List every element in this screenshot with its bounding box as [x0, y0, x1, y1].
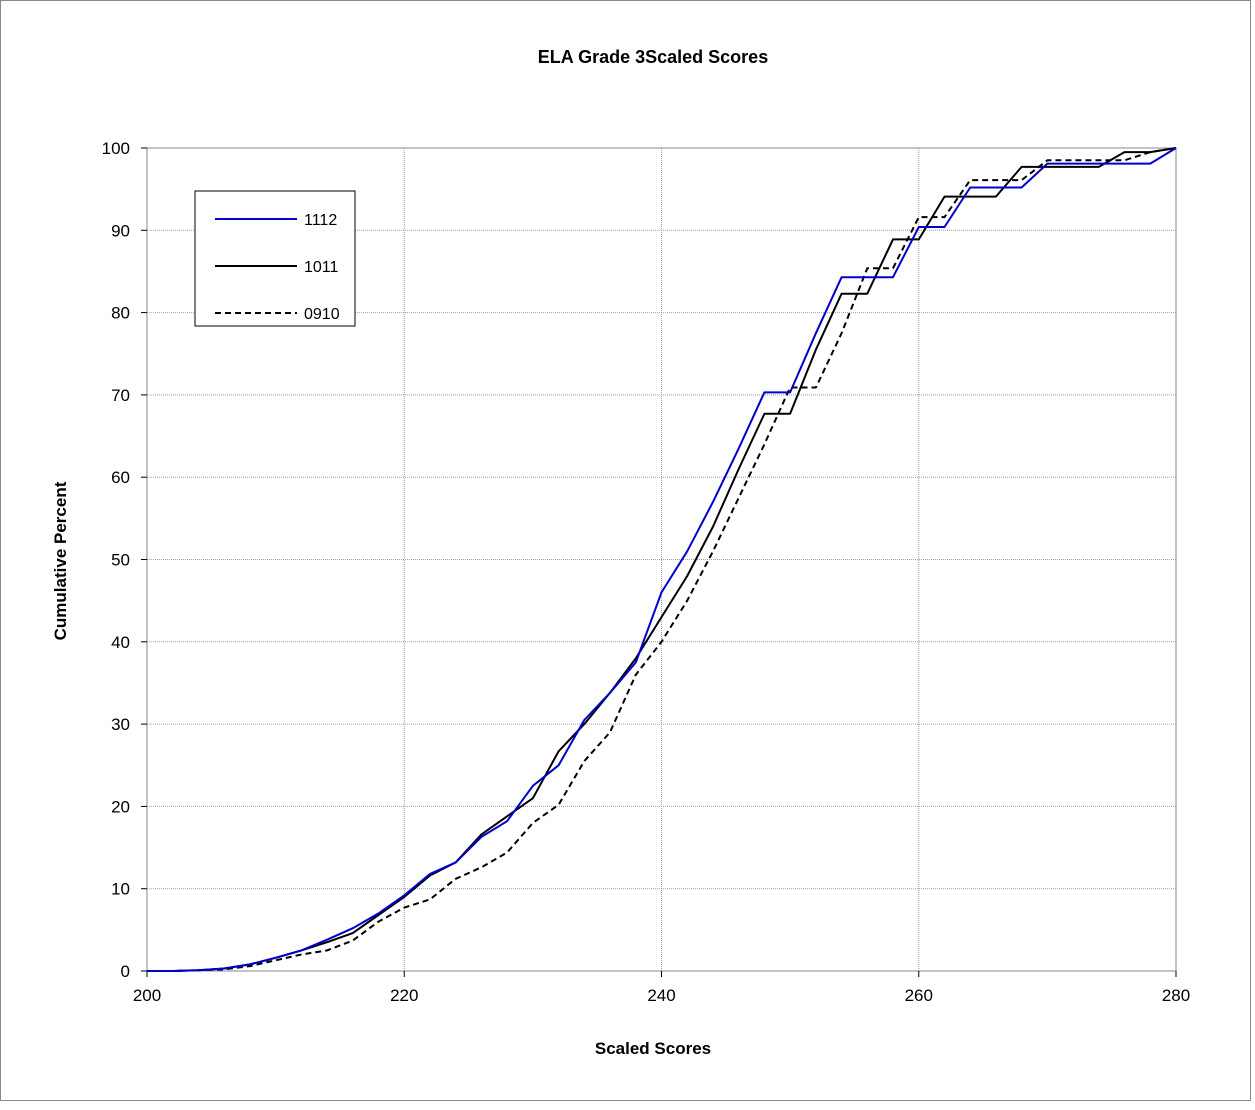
y-tick-label: 20	[111, 797, 130, 816]
legend-label-0910: 0910	[304, 306, 340, 323]
legend-label-1011: 1011	[304, 259, 339, 276]
y-tick-label: 50	[111, 551, 130, 570]
x-axis-ticks: 200 220 240 260 280	[133, 971, 1190, 1005]
y-tick-label: 90	[111, 221, 130, 240]
y-tick-label: 30	[111, 715, 130, 734]
series-line-0910	[147, 147, 1177, 972]
y-tick-label: 80	[111, 304, 130, 323]
y-axis-ticks: 0 10 20 30 40 50 60 70 80 90 100	[102, 139, 147, 981]
y-axis-title: Cumulative Percent	[51, 481, 70, 640]
legend-label-1112: 1112	[304, 212, 337, 229]
y-tick-label: 0	[121, 962, 130, 981]
y-tick-label: 70	[111, 386, 130, 405]
chart-title: ELA Grade 3Scaled Scores	[538, 47, 768, 67]
x-axis-title: Scaled Scores	[595, 1039, 711, 1058]
series-lines	[147, 147, 1177, 972]
legend: 1112 1011 0910	[194, 190, 356, 327]
x-tick-label: 220	[390, 986, 418, 1005]
y-tick-label: 100	[102, 139, 130, 158]
y-tick-label: 40	[111, 633, 130, 652]
y-tick-label: 60	[111, 468, 130, 487]
y-tick-label: 10	[111, 880, 130, 899]
x-tick-label: 200	[133, 986, 161, 1005]
x-tick-label: 240	[647, 986, 675, 1005]
legend-box	[194, 190, 356, 327]
x-tick-label: 280	[1162, 986, 1190, 1005]
series-line-1112	[147, 147, 1177, 972]
x-tick-label: 260	[905, 986, 933, 1005]
